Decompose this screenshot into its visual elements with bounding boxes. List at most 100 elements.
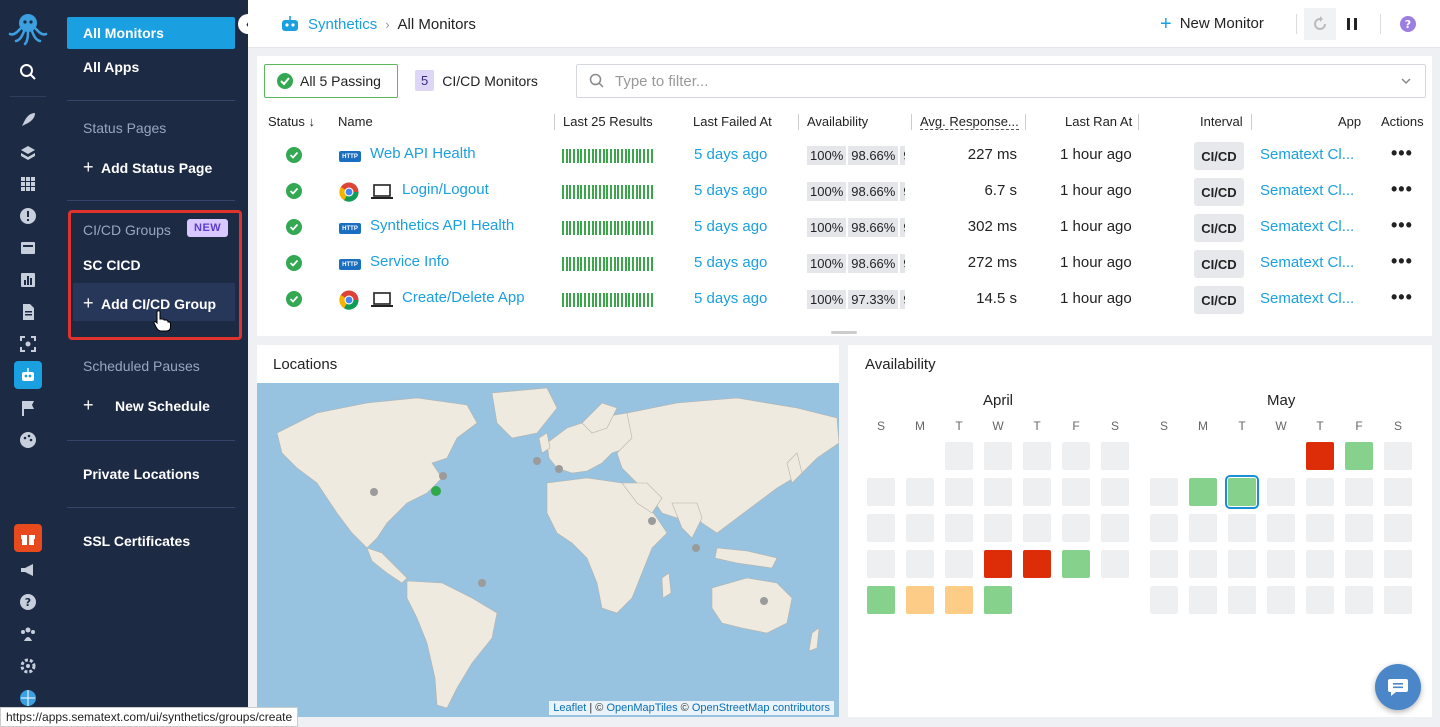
nav-all-apps[interactable]: All Apps: [83, 59, 140, 75]
april-day-cell[interactable]: [1101, 478, 1129, 506]
last-25-results[interactable]: [562, 257, 654, 271]
april-day-cell[interactable]: [945, 550, 973, 578]
april-day-cell[interactable]: [1062, 478, 1090, 506]
may-day-cell[interactable]: [1267, 550, 1295, 578]
april-day-cell[interactable]: [984, 514, 1012, 542]
nav-all-monitors[interactable]: All Monitors: [67, 17, 235, 49]
monitor-row[interactable]: HTTP Synthetics API Health 5 days ago 10…: [257, 210, 1432, 246]
flag-icon[interactable]: [14, 394, 42, 422]
may-day-cell[interactable]: [1345, 586, 1373, 614]
help-icon[interactable]: ?: [14, 588, 42, 616]
may-day-cell[interactable]: [1384, 550, 1412, 578]
may-day-cell[interactable]: [1189, 478, 1217, 506]
april-day-cell[interactable]: [1023, 550, 1051, 578]
may-day-cell[interactable]: [1189, 550, 1217, 578]
logs-stack-icon[interactable]: [14, 138, 42, 166]
last-failed-link[interactable]: 5 days ago: [694, 182, 768, 199]
monitor-name-link[interactable]: Synthetics API Health: [370, 217, 515, 234]
team-icon[interactable]: [14, 620, 42, 648]
experience-icon[interactable]: [14, 330, 42, 358]
may-day-cell[interactable]: [1306, 478, 1334, 506]
april-day-cell[interactable]: [945, 478, 973, 506]
filter-input[interactable]: Type to filter...: [576, 64, 1426, 98]
app-link[interactable]: Sematext Cl...: [1260, 254, 1355, 271]
last-failed-link[interactable]: 5 days ago: [694, 146, 768, 163]
refresh-icon[interactable]: [1304, 8, 1336, 40]
may-day-cell[interactable]: [1345, 478, 1373, 506]
apps-grid-icon[interactable]: [14, 170, 42, 198]
rocket-icon[interactable]: [14, 106, 42, 134]
chevron-down-icon[interactable]: [1399, 74, 1413, 88]
new-schedule-link[interactable]: + New Schedule: [83, 395, 210, 415]
col-avg-response[interactable]: Avg. Response...: [920, 114, 1019, 130]
last-25-results[interactable]: [562, 221, 654, 235]
add-status-page-link[interactable]: + Add Status Page: [83, 157, 213, 177]
april-day-cell[interactable]: [1023, 478, 1051, 506]
april-day-cell[interactable]: [867, 550, 895, 578]
all-passing-filter[interactable]: All 5 Passing: [264, 64, 398, 98]
may-day-cell[interactable]: [1150, 478, 1178, 506]
app-link[interactable]: Sematext Cl...: [1260, 218, 1355, 235]
may-day-cell[interactable]: [1150, 550, 1178, 578]
gear-icon[interactable]: [14, 652, 42, 680]
may-day-cell[interactable]: [1189, 514, 1217, 542]
nav-ssl-certificates[interactable]: SSL Certificates: [83, 533, 191, 549]
april-day-cell[interactable]: [984, 550, 1012, 578]
chat-button[interactable]: [1375, 664, 1421, 710]
april-day-cell[interactable]: [1101, 514, 1129, 542]
palette-icon[interactable]: [14, 426, 42, 454]
april-day-cell[interactable]: [1101, 550, 1129, 578]
april-day-cell[interactable]: [867, 586, 895, 614]
april-day-cell[interactable]: [906, 550, 934, 578]
last-25-results[interactable]: [562, 293, 654, 307]
openstreetmap-link[interactable]: OpenStreetMap contributors: [691, 702, 830, 714]
col-last-ran[interactable]: Last Ran At: [1065, 114, 1133, 129]
monitor-row[interactable]: HTTP Service Info 5 days ago 100% 98.66%…: [257, 246, 1432, 282]
col-last-failed[interactable]: Last Failed At: [693, 114, 772, 129]
new-monitor-button[interactable]: + New Monitor: [1160, 14, 1264, 34]
col-interval[interactable]: Interval: [1200, 114, 1243, 129]
monitor-name-link[interactable]: Service Info: [370, 253, 450, 270]
may-day-cell[interactable]: [1384, 478, 1412, 506]
leaflet-link[interactable]: Leaflet: [553, 702, 587, 714]
april-day-cell[interactable]: [984, 586, 1012, 614]
world-map[interactable]: Leaflet | © OpenMapTiles © OpenStreetMap…: [257, 383, 839, 717]
april-day-cell[interactable]: [945, 586, 973, 614]
breadcrumb-synthetics[interactable]: Synthetics: [308, 15, 378, 33]
may-day-cell[interactable]: [1306, 586, 1334, 614]
april-day-cell[interactable]: [1062, 550, 1090, 578]
may-day-cell[interactable]: [1228, 586, 1256, 614]
more-actions-icon[interactable]: •••: [1391, 215, 1413, 235]
more-actions-icon[interactable]: •••: [1391, 143, 1413, 163]
may-day-cell[interactable]: [1384, 442, 1412, 470]
more-actions-icon[interactable]: •••: [1391, 251, 1413, 271]
col-name[interactable]: Name: [338, 114, 373, 129]
april-day-cell[interactable]: [1101, 442, 1129, 470]
resize-handle[interactable]: [831, 331, 857, 334]
monitor-name-link[interactable]: Create/Delete App: [402, 289, 525, 306]
may-day-cell[interactable]: [1150, 514, 1178, 542]
may-day-cell[interactable]: [1150, 586, 1178, 614]
april-day-cell[interactable]: [1062, 514, 1090, 542]
may-day-cell[interactable]: [1306, 514, 1334, 542]
may-day-cell[interactable]: [1267, 478, 1295, 506]
gift-icon[interactable]: [14, 524, 42, 552]
last-failed-link[interactable]: 5 days ago: [694, 290, 768, 307]
inbox-icon[interactable]: [14, 234, 42, 262]
may-day-cell[interactable]: [1267, 514, 1295, 542]
april-day-cell[interactable]: [984, 442, 1012, 470]
april-day-cell[interactable]: [945, 514, 973, 542]
april-day-cell[interactable]: [906, 478, 934, 506]
nav-sc-cicd[interactable]: SC CICD: [83, 257, 141, 273]
app-link[interactable]: Sematext Cl...: [1260, 290, 1355, 307]
may-day-cell[interactable]: [1345, 514, 1373, 542]
may-day-cell[interactable]: [1225, 475, 1259, 509]
monitor-row[interactable]: HTTP Web API Health 5 days ago 100% 98.6…: [257, 138, 1432, 174]
april-day-cell[interactable]: [867, 478, 895, 506]
may-day-cell[interactable]: [1345, 550, 1373, 578]
april-day-cell[interactable]: [945, 442, 973, 470]
last-25-results[interactable]: [562, 185, 654, 199]
col-availability[interactable]: Availability: [807, 114, 869, 129]
last-failed-link[interactable]: 5 days ago: [694, 218, 768, 235]
monitor-row[interactable]: Create/Delete App 5 days ago 100% 97.33%…: [257, 282, 1432, 318]
